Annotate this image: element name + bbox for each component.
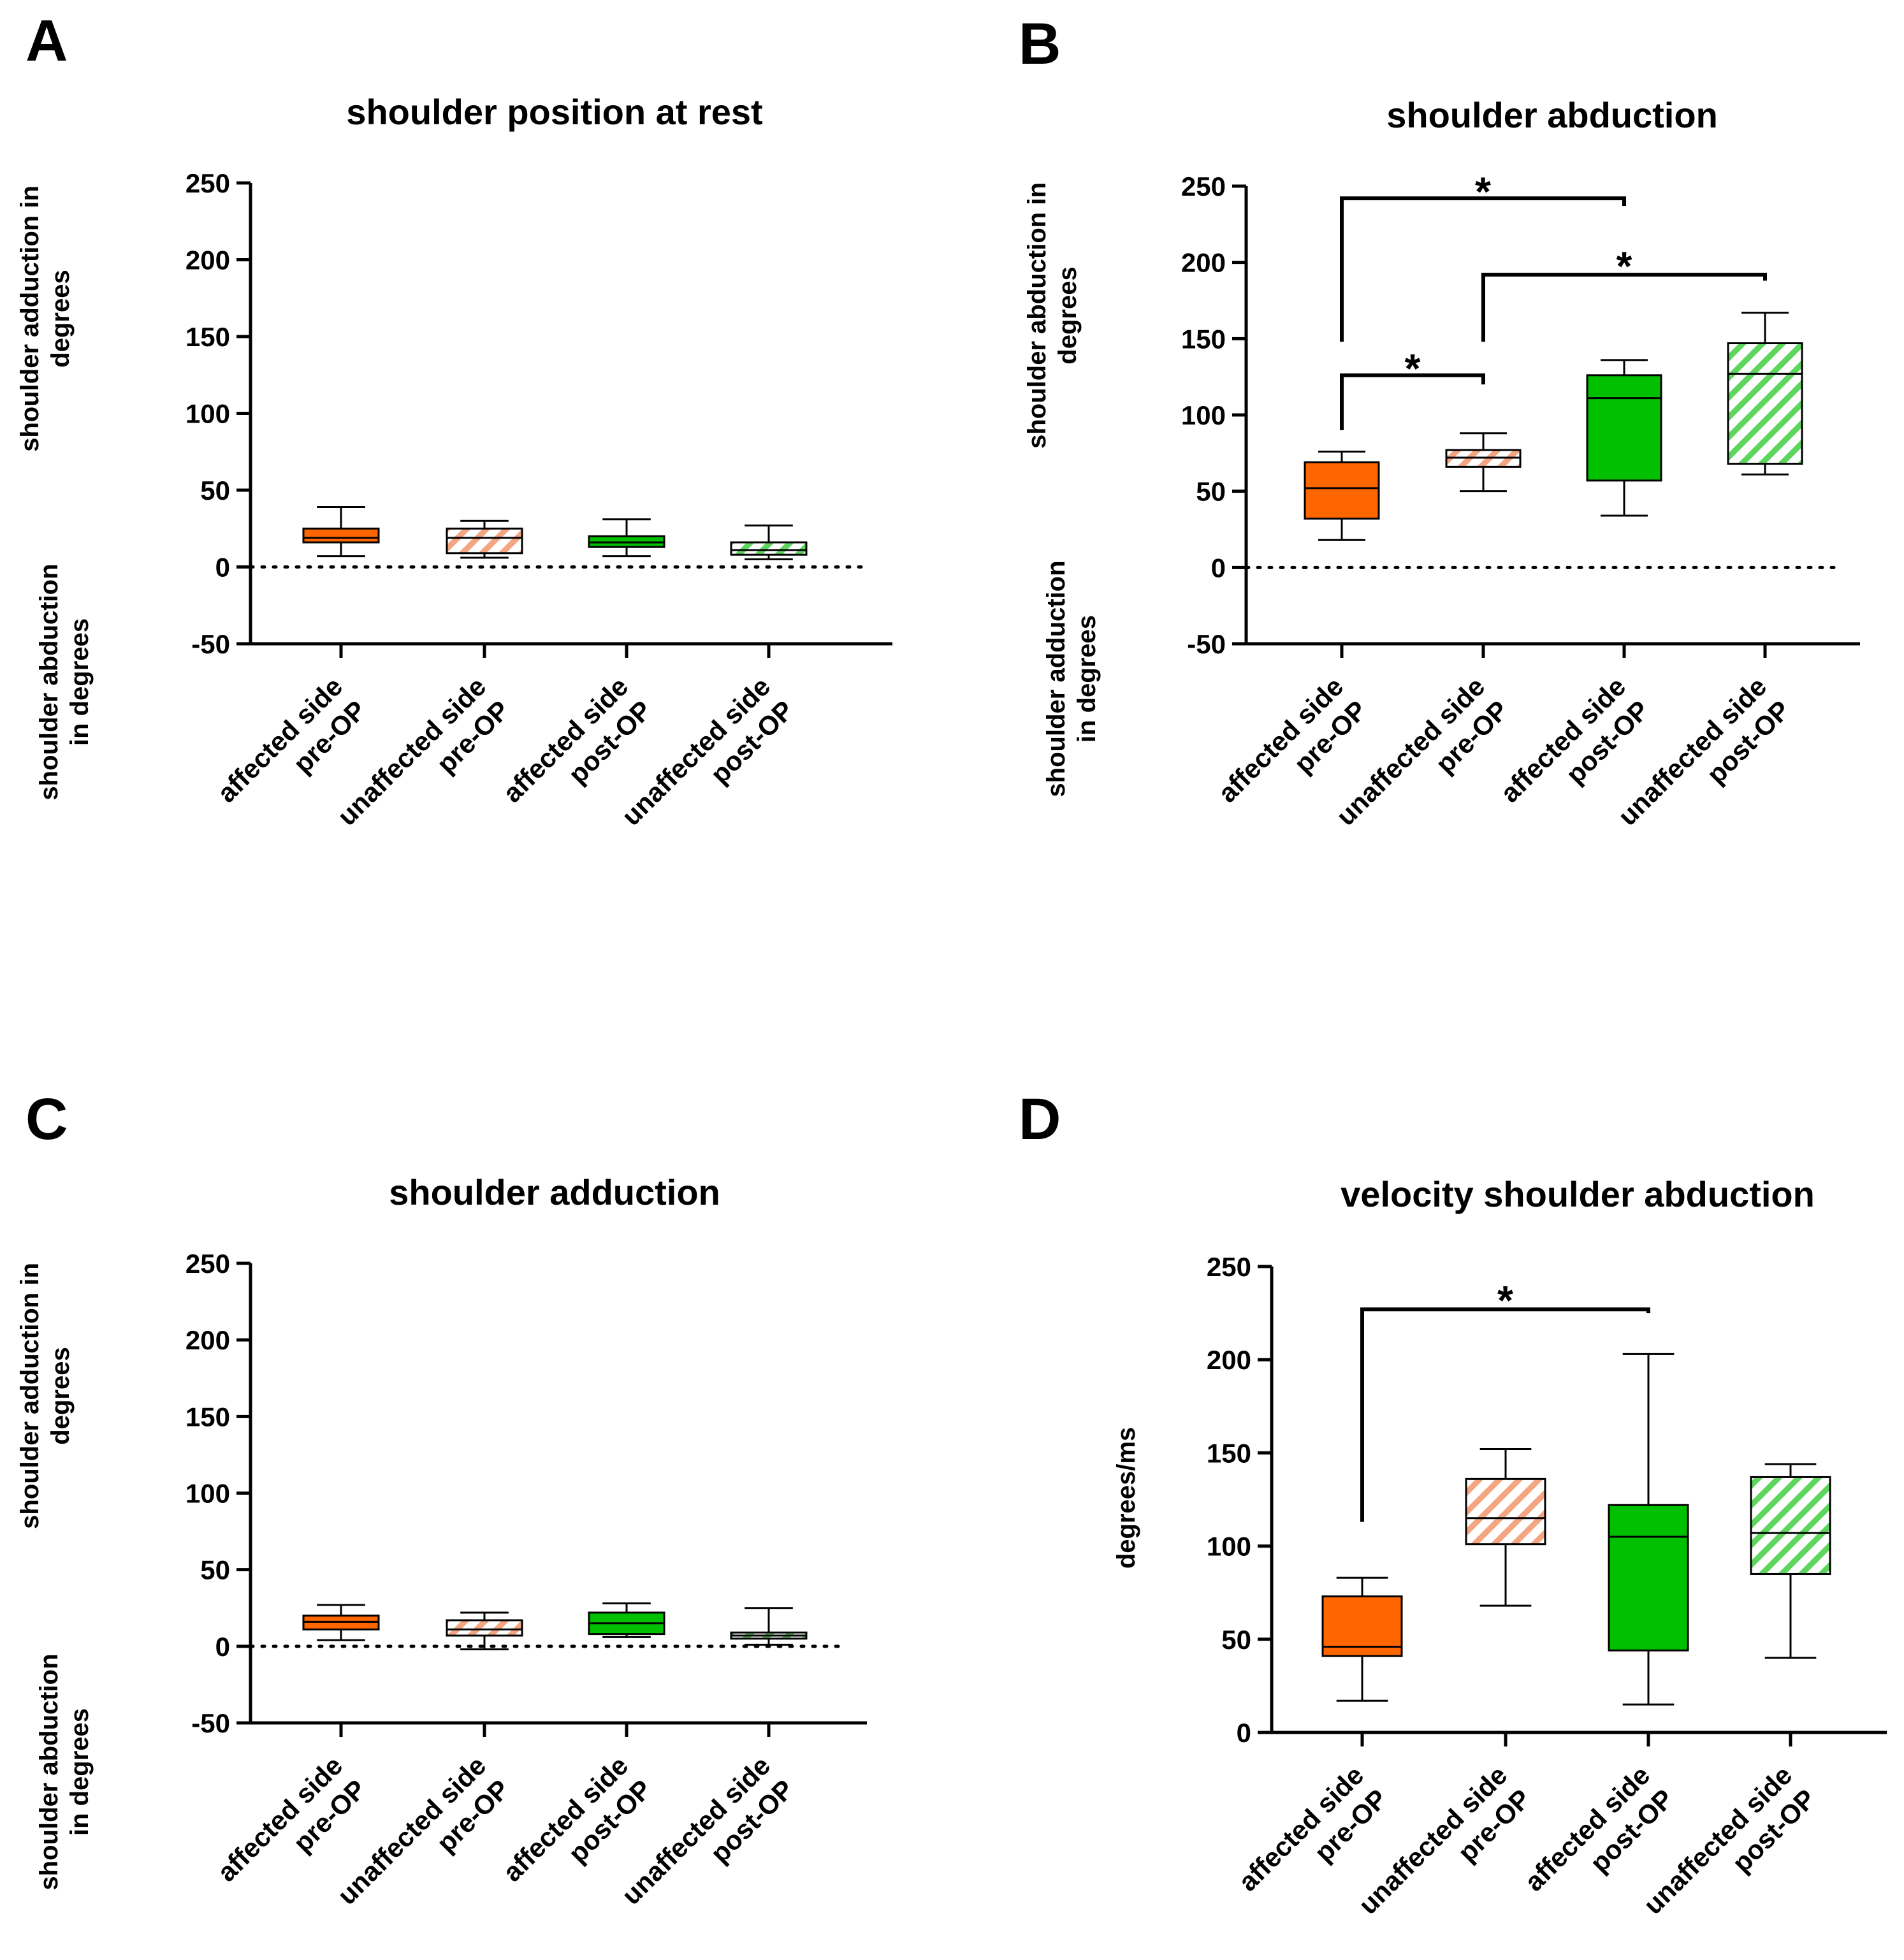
bracket-line xyxy=(1360,1307,1650,1522)
y-tick-label: 150 xyxy=(185,1402,230,1432)
y-tick-label: 100 xyxy=(1181,400,1226,430)
box-4 xyxy=(730,524,808,560)
x-tick-label: unaffected sidepost-OP xyxy=(616,1750,799,1934)
y-tick-label: 200 xyxy=(185,1325,230,1355)
significance-bracket: * xyxy=(1340,168,1626,342)
y-tick-label: 200 xyxy=(185,245,230,275)
y-tick-label: 250 xyxy=(1207,1252,1251,1282)
y-tick-label: -50 xyxy=(191,1708,230,1738)
x-tick-label: unaffected sidepre-OP xyxy=(1353,1760,1536,1943)
box-iqr xyxy=(1304,461,1380,520)
y-tick-label: 100 xyxy=(185,399,230,429)
chart-title: shoulder adduction xyxy=(389,1172,720,1212)
box-iqr xyxy=(1727,342,1803,465)
y-tick-label: 0 xyxy=(215,1632,230,1662)
box-iqr xyxy=(1608,1504,1689,1651)
y-axis-label-upper: shoulder adduction in degrees xyxy=(16,185,75,452)
box-2 xyxy=(1445,432,1522,493)
significance-bracket: * xyxy=(1340,345,1485,430)
y-tick-label: 250 xyxy=(1181,171,1226,201)
y-axis-label-lower: shoulder abduction in degrees xyxy=(35,1653,94,1890)
box-iqr xyxy=(302,527,380,544)
x-tick-label: unaffected sidepre-OP xyxy=(331,1750,515,1934)
significance-star: * xyxy=(1475,168,1491,214)
y-tick-label: 250 xyxy=(185,1249,230,1279)
box-1 xyxy=(1321,1576,1403,1702)
significance-star: * xyxy=(1497,1277,1513,1323)
x-tick-label: unaffected sidepost-OP xyxy=(1638,1760,1821,1943)
box-iqr xyxy=(730,541,808,556)
y-axis-label-lower: shoulder abduction in degrees xyxy=(35,563,94,800)
y-tick-label: 50 xyxy=(200,1555,230,1585)
y-tick-label: -50 xyxy=(191,629,230,659)
y-axis-label-upper: shoulder adduction in degrees xyxy=(16,1263,75,1529)
box-iqr xyxy=(1586,374,1662,482)
bracket-line xyxy=(1481,272,1767,342)
box-iqr xyxy=(1750,1476,1831,1575)
panel-letter: C xyxy=(25,1087,68,1152)
box-iqr xyxy=(446,527,523,555)
y-tick-label: -50 xyxy=(1187,629,1226,659)
y-axis-label-upper: shoulder abduction in degrees xyxy=(1023,182,1082,449)
x-tick-label: unaffected sidepost-OP xyxy=(616,671,799,855)
box-2 xyxy=(1465,1448,1546,1607)
box-4 xyxy=(1727,312,1803,475)
significance-bracket: * xyxy=(1481,243,1767,342)
bracket-line xyxy=(1340,373,1485,430)
y-tick-label: 100 xyxy=(1207,1532,1251,1562)
chart-title: shoulder position at rest xyxy=(346,92,762,132)
x-tick-label: unaffected sidepost-OP xyxy=(1612,671,1796,855)
box-iqr xyxy=(446,1619,523,1637)
y-tick-label: 50 xyxy=(1221,1625,1251,1655)
y-axis-label-lower: shoulder adduction in degrees xyxy=(1042,560,1101,797)
y-tick-label: 100 xyxy=(185,1479,230,1509)
box-3 xyxy=(588,518,665,558)
y-tick-label: 0 xyxy=(1211,553,1226,583)
y-tick-label: 150 xyxy=(1207,1438,1251,1468)
box-iqr xyxy=(1465,1477,1546,1546)
significance-star: * xyxy=(1617,243,1632,289)
box-4 xyxy=(730,1607,808,1646)
box-1 xyxy=(1304,450,1380,541)
panel-letter: D xyxy=(1019,1087,1061,1152)
chart-title: velocity shoulder abduction xyxy=(1341,1174,1815,1214)
y-tick-label: 150 xyxy=(185,322,230,352)
box-4 xyxy=(1750,1463,1831,1659)
chart-title: shoulder abduction xyxy=(1386,95,1718,135)
box-1 xyxy=(302,506,380,558)
x-tick-label: unaffected sidepre-OP xyxy=(331,671,515,855)
panel-letter: A xyxy=(25,8,68,73)
box-3 xyxy=(1608,1353,1689,1706)
bracket-line xyxy=(1340,196,1626,342)
y-tick-label: 0 xyxy=(215,553,230,583)
significance-star: * xyxy=(1405,345,1421,391)
y-tick-label: 150 xyxy=(1181,324,1226,354)
box-3 xyxy=(1586,359,1662,517)
panel-letter: B xyxy=(1019,11,1061,76)
y-tick-label: 200 xyxy=(1181,248,1226,278)
y-tick-label: 250 xyxy=(185,168,230,198)
x-tick-label: unaffected sidepre-OP xyxy=(1330,671,1514,855)
box-1 xyxy=(302,1604,380,1641)
y-tick-label: 0 xyxy=(1237,1718,1251,1748)
box-2 xyxy=(446,1611,523,1651)
y-tick-label: 50 xyxy=(200,475,230,505)
y-tick-label: 200 xyxy=(1207,1345,1251,1375)
y-axis-label-upper: degrees/ms xyxy=(1112,1427,1140,1569)
y-tick-label: 50 xyxy=(1196,477,1226,507)
box-2 xyxy=(446,519,523,559)
significance-bracket: * xyxy=(1360,1277,1650,1522)
box-3 xyxy=(588,1602,665,1638)
